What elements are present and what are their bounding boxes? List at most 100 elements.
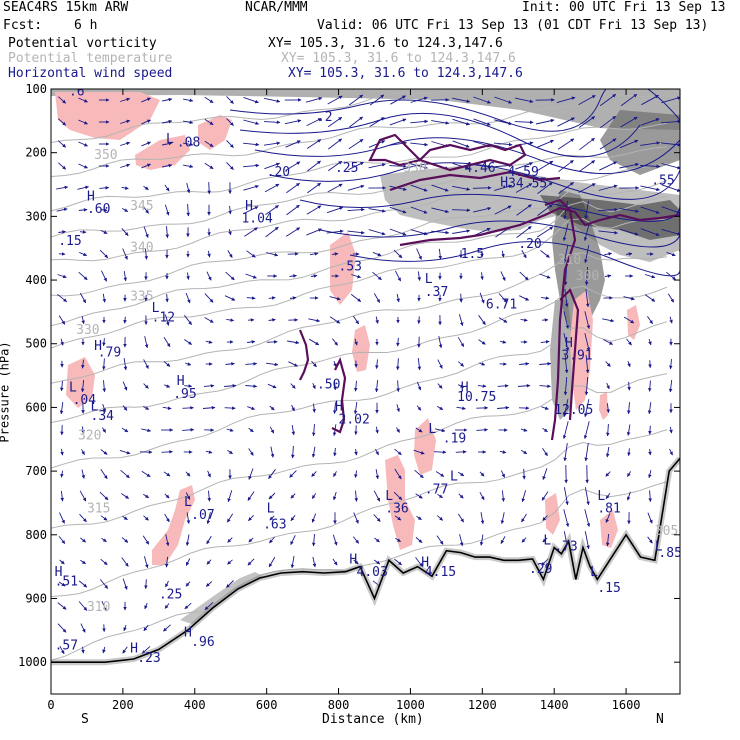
wind-arrow	[437, 383, 443, 389]
wind-arrow	[207, 470, 211, 478]
theta-label: 330	[76, 323, 99, 338]
theta-isentrope	[51, 179, 668, 297]
pv-fill	[330, 232, 356, 305]
wind-arrow	[584, 311, 591, 330]
extremum-marker-l: L	[597, 489, 605, 504]
wind-arrow	[433, 450, 447, 454]
extremum-marker-h: H	[335, 400, 343, 415]
wind-arrow	[396, 293, 400, 303]
pv-fill	[66, 357, 95, 408]
wind-arrow	[60, 338, 64, 346]
wind-arrow	[647, 316, 653, 324]
wind-arrow	[58, 230, 66, 234]
pv-value-label: 12.05	[554, 403, 593, 418]
wind-arrow	[164, 384, 171, 388]
wind-arrow	[121, 228, 129, 236]
wind-arrow	[599, 93, 617, 107]
pv-value-label: 1.04	[241, 212, 272, 227]
theta-isentrope	[51, 146, 668, 238]
terrain-area	[51, 456, 680, 694]
wind-arrow	[285, 227, 301, 237]
wind-arrow	[186, 512, 191, 524]
wind-arrow	[521, 513, 527, 523]
wind-arrow	[184, 602, 192, 610]
wind-arrow	[142, 535, 150, 545]
wind-arrow	[627, 471, 631, 477]
wind-arrow	[514, 97, 534, 103]
wind-arrow	[372, 251, 382, 257]
wind-arrow	[81, 449, 85, 456]
wind-arrow	[563, 399, 569, 418]
wind-arrow	[501, 250, 505, 258]
theta-isentrope	[51, 162, 668, 262]
wind-arrow	[669, 359, 673, 370]
wind-arrow	[368, 163, 386, 169]
wind-arrow	[185, 558, 191, 566]
wind-speed-contour	[349, 241, 680, 277]
wind-arrow	[605, 533, 610, 547]
wind-arrow	[606, 403, 610, 414]
wind-arrow	[396, 427, 400, 433]
wind-arrow	[243, 96, 259, 104]
wind-arrow	[623, 316, 635, 324]
wind-arrow	[457, 337, 465, 348]
wind-arrow	[563, 266, 568, 286]
wind-arrow	[266, 362, 279, 367]
pv-contour	[368, 133, 527, 172]
wind-arrow	[164, 513, 170, 523]
wind-arrow	[349, 116, 363, 128]
wind-arrow	[306, 117, 322, 127]
pv-value-label: .19	[443, 431, 466, 446]
wind-arrow	[583, 421, 590, 440]
field-xy-wind: XY= 105.3, 31.6 to 124.3,147.6	[288, 66, 523, 81]
wind-arrow	[58, 140, 66, 148]
wind-arrow	[521, 249, 527, 259]
wind-arrow	[121, 427, 129, 433]
wind-arrow	[540, 340, 550, 344]
pv-value-label: .77	[425, 482, 448, 497]
wind-arrow	[227, 490, 233, 503]
wind-arrow	[121, 186, 129, 190]
wind-arrow	[81, 469, 86, 479]
wind-arrow	[348, 94, 364, 106]
wind-arrow	[584, 201, 589, 220]
extremum-marker-h: H	[461, 381, 469, 396]
wind-arrow	[243, 163, 260, 168]
wind-arrow	[329, 316, 341, 324]
wind-arrow	[456, 406, 466, 411]
wind-arrow	[291, 404, 295, 412]
wind-arrow	[494, 184, 513, 192]
wind-arrow	[225, 271, 235, 281]
field-name-pv: Potential vorticity	[8, 36, 157, 51]
extremum-marker-l: L	[543, 533, 551, 548]
wind-arrow	[598, 230, 618, 235]
theta-isentrope	[51, 218, 668, 349]
wind-arrow	[307, 182, 321, 194]
pv-value-label: .15	[58, 234, 81, 249]
wind-arrow	[164, 204, 170, 216]
wind-arrow	[669, 448, 673, 456]
wind-arrow	[80, 559, 86, 565]
wind-arrow	[77, 185, 89, 190]
wind-arrow	[501, 490, 506, 502]
wind-arrow	[347, 207, 365, 212]
wind-arrow	[431, 207, 449, 214]
pv-value-label: .73	[554, 540, 577, 555]
wind-arrow	[431, 184, 449, 192]
wind-arrow	[373, 490, 381, 502]
wind-arrow	[478, 339, 486, 345]
y-tick-label: 300	[25, 209, 47, 223]
theta-isentrope	[51, 252, 668, 384]
wind-arrow	[520, 449, 528, 455]
wind-arrow	[472, 186, 492, 190]
wind-speed-contour	[239, 112, 641, 158]
wind-arrow	[603, 339, 614, 345]
y-tick-label: 500	[25, 337, 47, 351]
wind-arrow	[78, 580, 88, 588]
wind-arrow	[186, 203, 190, 217]
wind-arrow	[557, 138, 575, 150]
init-time: Init: 00 UTC Fri 13 Sep 13	[522, 0, 726, 15]
wind-arrow	[353, 559, 359, 565]
wind-arrow	[143, 359, 149, 369]
wind-arrow	[100, 229, 108, 235]
